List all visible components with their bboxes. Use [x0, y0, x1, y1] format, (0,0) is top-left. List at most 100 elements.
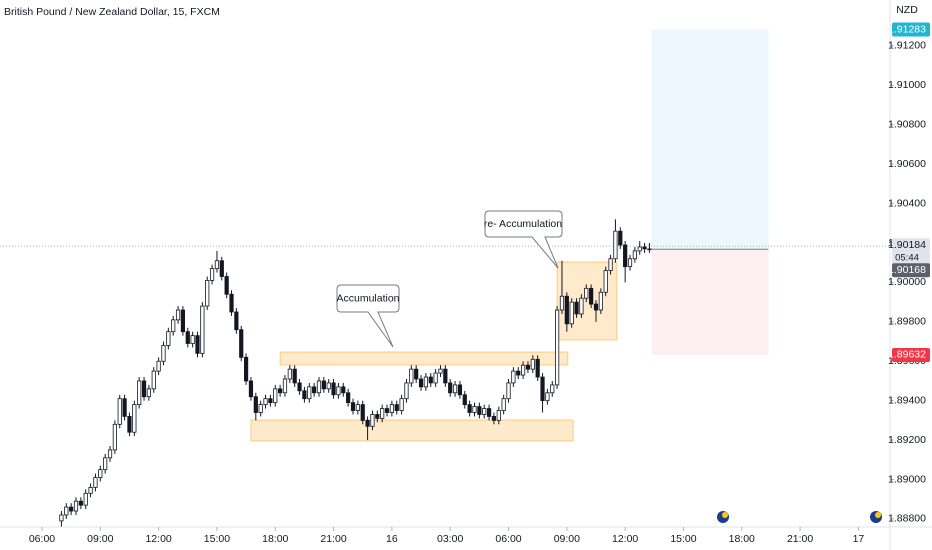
candle-body: [69, 506, 74, 512]
candle-body: [637, 246, 642, 252]
x-tick-label: 17: [853, 533, 865, 545]
y-tick-label: 1.90600: [888, 158, 926, 170]
x-tick-label: 06:00: [29, 533, 55, 545]
candle-body: [555, 309, 560, 386]
candle-body: [146, 388, 152, 398]
candle-body: [545, 392, 550, 402]
candle-body: [564, 295, 569, 325]
candle-body: [292, 368, 297, 384]
candle-body: [78, 500, 83, 506]
x-tick-label: 09:00: [87, 533, 113, 545]
candle-body: [88, 486, 93, 494]
candle-body: [73, 500, 79, 512]
accumulation-zone: [279, 351, 569, 366]
candle-body: [365, 419, 370, 427]
candle-body: [331, 382, 336, 396]
candle-body: [589, 287, 594, 305]
candle-body: [302, 390, 307, 400]
candle-body: [243, 356, 249, 382]
candle-body: [394, 404, 399, 411]
x-tick-label: 15:00: [670, 533, 696, 545]
candle-body: [195, 335, 200, 354]
candle-body: [117, 398, 122, 425]
x-tick-label: 18:00: [262, 533, 288, 545]
candle-body: [496, 410, 501, 421]
candle-body: [122, 398, 127, 417]
candle-body: [389, 404, 394, 413]
candle-body: [380, 408, 385, 419]
candle-body: [151, 370, 156, 390]
candle-body: [336, 386, 341, 396]
candle-body: [418, 378, 424, 388]
candle-body: [200, 305, 205, 354]
candle-body: [516, 370, 521, 376]
y-tick-label: 1.89800: [888, 316, 926, 328]
annotation-text: re- Accumulation: [484, 218, 562, 230]
candle-body: [559, 295, 565, 311]
candle-body: [263, 398, 268, 406]
candle-body: [161, 345, 166, 362]
candle-body: [156, 360, 161, 372]
candle-body: [506, 382, 511, 400]
candle-body: [428, 376, 433, 384]
y-tick-label: 1.89200: [888, 434, 926, 446]
accumulation-zone: [250, 419, 574, 442]
last-price-label-box: [892, 238, 930, 253]
stop-label-box: [892, 347, 930, 362]
candle-body: [603, 270, 608, 293]
zones-layer: [0, 29, 890, 442]
candle-body: [569, 301, 574, 325]
candle-body: [59, 514, 64, 522]
candle-body: [550, 384, 555, 394]
candle-body: [443, 368, 448, 384]
y-tick-label: 1.91000: [888, 79, 926, 91]
candle-body: [103, 457, 108, 471]
candle-body: [282, 378, 288, 394]
candle-body: [224, 276, 229, 295]
candle-body: [258, 404, 263, 413]
candle-body: [175, 309, 181, 321]
candle-body: [457, 384, 463, 396]
candle-body: [501, 398, 506, 411]
candle-body: [127, 416, 132, 433]
candle-body: [647, 248, 652, 251]
y-tick-label: 1.88800: [888, 513, 926, 525]
candle-body: [253, 396, 258, 413]
candle-body: [579, 297, 584, 315]
y-tick-label: 1.90000: [888, 276, 926, 288]
callout-accumulation: Accumulation: [336, 284, 400, 348]
currency-label: NZD: [896, 4, 918, 16]
candle-body: [535, 358, 540, 378]
candle-body: [132, 404, 137, 433]
candle-body: [399, 398, 404, 411]
chart-title: British Pound / New Zealand Dollar, 15, …: [4, 6, 220, 18]
candle-body: [248, 380, 254, 398]
candle-body: [234, 311, 239, 331]
candle-body: [360, 404, 365, 421]
candle-body: [346, 392, 351, 404]
x-tick-label: 12:00: [145, 533, 171, 545]
candle-body: [627, 258, 633, 268]
candle-body: [107, 449, 113, 459]
x-tick-label: 18:00: [729, 533, 755, 545]
candle-body: [511, 370, 516, 384]
candle-body: [180, 309, 186, 333]
target-label-box: [892, 22, 930, 37]
event-icon: [717, 511, 729, 523]
candles-layer: [59, 219, 652, 527]
candle-body: [618, 230, 623, 246]
candle-body: [64, 506, 69, 516]
candle-body: [482, 408, 487, 415]
target-zone: [651, 29, 769, 250]
countdown-label: 05:44: [895, 253, 919, 264]
candle-body: [219, 260, 224, 277]
x-tick-label: 21:00: [320, 533, 346, 545]
candle-body: [491, 416, 497, 421]
candle-body: [448, 382, 453, 394]
candle-body: [190, 335, 195, 344]
candle-body: [321, 380, 326, 390]
event-icon: [870, 511, 882, 523]
candle-body: [584, 287, 589, 299]
x-tick-label: 03:00: [437, 533, 463, 545]
